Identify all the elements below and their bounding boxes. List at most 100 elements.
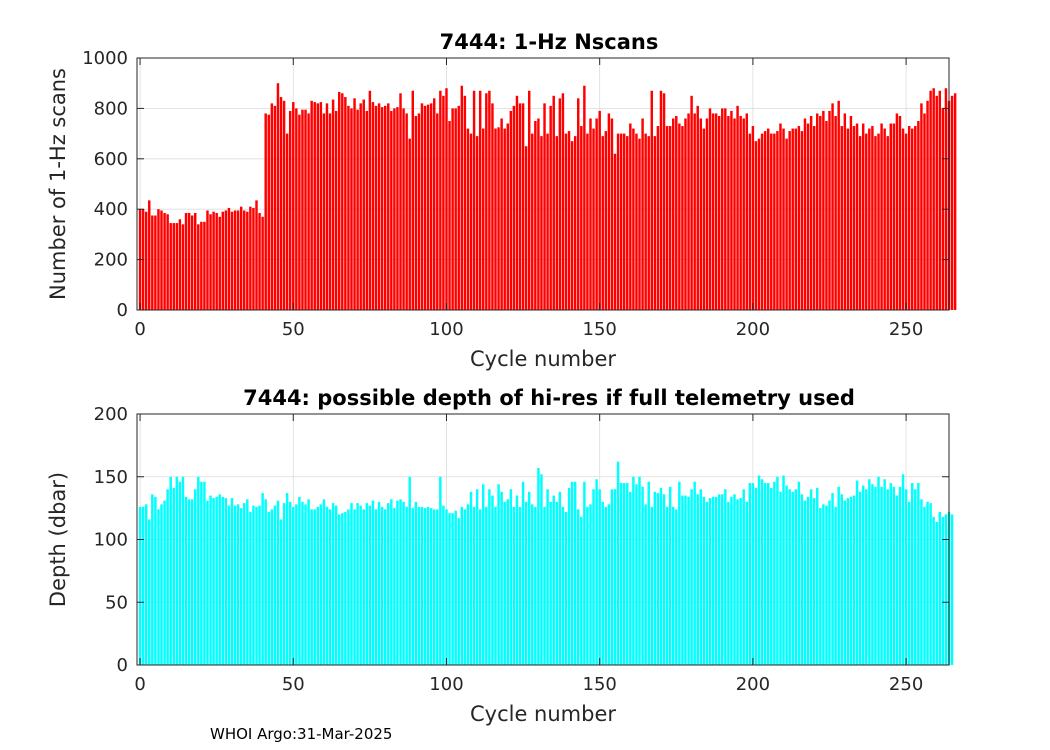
depth-bar: [218, 494, 221, 665]
depth-bar: [678, 481, 681, 665]
nscans-bar: [923, 113, 926, 310]
nscans-bar: [938, 90, 942, 310]
depth-bar: [745, 501, 748, 665]
depth-bar: [448, 513, 451, 665]
depth-bar: [236, 504, 240, 665]
depth-bar: [420, 506, 424, 665]
nscans-bar: [537, 118, 540, 310]
depth-bar: [344, 511, 347, 665]
depth-bar: [509, 489, 513, 665]
nscans-bar: [607, 113, 611, 310]
depth-bar: [169, 476, 172, 665]
nscans-bar: [840, 126, 843, 310]
depth-bar: [721, 494, 724, 665]
nscans-ytick-label: 1000: [82, 48, 128, 69]
depth-bar: [190, 499, 194, 665]
nscans-bar: [432, 98, 436, 310]
nscans-bar: [907, 126, 911, 310]
depth-bar: [834, 506, 837, 665]
depth-bar: [338, 514, 341, 665]
nscans-bar: [653, 136, 657, 310]
nscans-bar: [399, 93, 402, 310]
nscans-bar: [604, 131, 608, 310]
depth-bar: [227, 505, 231, 665]
nscans-bar: [172, 223, 175, 310]
nscans-bar: [825, 121, 828, 310]
nscans-bar: [488, 90, 491, 310]
nscans-bar: [917, 121, 920, 310]
nscans-bar: [331, 99, 335, 310]
nscans-bar: [163, 212, 166, 310]
nscans-bar: [586, 133, 589, 310]
depth-bar: [160, 504, 163, 665]
nscans-bar: [218, 216, 221, 310]
depth-bar: [622, 483, 626, 665]
depth-bar: [292, 506, 295, 665]
nscans-bar: [868, 128, 871, 310]
nscans-ytick-label: 200: [94, 250, 128, 271]
nscans-bar: [861, 123, 865, 311]
depth-bar: [727, 501, 730, 665]
depth-bar: [405, 506, 408, 665]
nscans-bar: [610, 118, 614, 310]
nscans-bar: [405, 113, 408, 310]
depth-bar: [436, 509, 439, 665]
nscans-bar: [843, 113, 847, 310]
depth-bar: [782, 475, 785, 665]
depth-bar: [304, 504, 307, 665]
depth-title: 7444: possible depth of hi-res if full t…: [243, 386, 855, 410]
nscans-xtick-label: 250: [889, 319, 923, 340]
depth-bar: [708, 498, 712, 665]
nscans-bar: [662, 93, 666, 310]
depth-bar: [319, 504, 323, 665]
depth-bar: [307, 499, 310, 665]
nscans-bar: [264, 113, 267, 310]
depth-bar: [904, 489, 908, 665]
nscans-bar: [668, 126, 672, 310]
nscans-bar: [356, 109, 359, 310]
depth-bar: [880, 486, 883, 665]
nscans-bar: [770, 133, 773, 310]
nscans-bar: [806, 123, 810, 311]
depth-bar: [647, 481, 650, 665]
depth-bar: [555, 501, 559, 665]
depth-bar: [246, 499, 249, 665]
depth-bar: [598, 489, 601, 665]
nscans-bar: [819, 115, 822, 311]
nscans-bar: [540, 136, 543, 310]
depth-bar: [580, 516, 583, 665]
nscans-bar: [347, 105, 350, 310]
depth-bar: [760, 479, 764, 665]
depth-bar: [763, 483, 767, 665]
depth-bar: [347, 509, 350, 665]
depth-bar: [711, 496, 715, 665]
depth-bar: [855, 480, 859, 665]
nscans-bar: [243, 210, 246, 310]
nscans-bar: [288, 110, 292, 310]
nscans-bar: [580, 126, 583, 310]
nscans-bar: [696, 105, 699, 310]
nscans-bar: [877, 133, 880, 310]
depth-bar: [785, 485, 788, 665]
depth-bar: [350, 503, 353, 665]
depth-bar: [255, 506, 258, 665]
nscans-bar: [515, 95, 519, 310]
depth-bar: [788, 489, 791, 665]
nscans-bar: [338, 92, 341, 311]
nscans-bar: [457, 105, 460, 310]
nscans-bar: [920, 103, 923, 310]
nscans-bar: [334, 110, 338, 310]
nscans-bar: [782, 128, 785, 310]
depth-bar: [619, 483, 623, 665]
nscans-bar: [929, 90, 932, 310]
nscans-bar: [267, 114, 270, 310]
nscans-ytick-label: 800: [94, 98, 128, 119]
nscans-bar: [837, 100, 840, 310]
depth-bar: [451, 513, 454, 665]
nscans-bar: [727, 115, 730, 311]
nscans-bar: [834, 115, 837, 311]
nscans-bar: [659, 90, 663, 310]
nscans-bar: [454, 108, 457, 311]
depth-bar: [531, 504, 534, 665]
